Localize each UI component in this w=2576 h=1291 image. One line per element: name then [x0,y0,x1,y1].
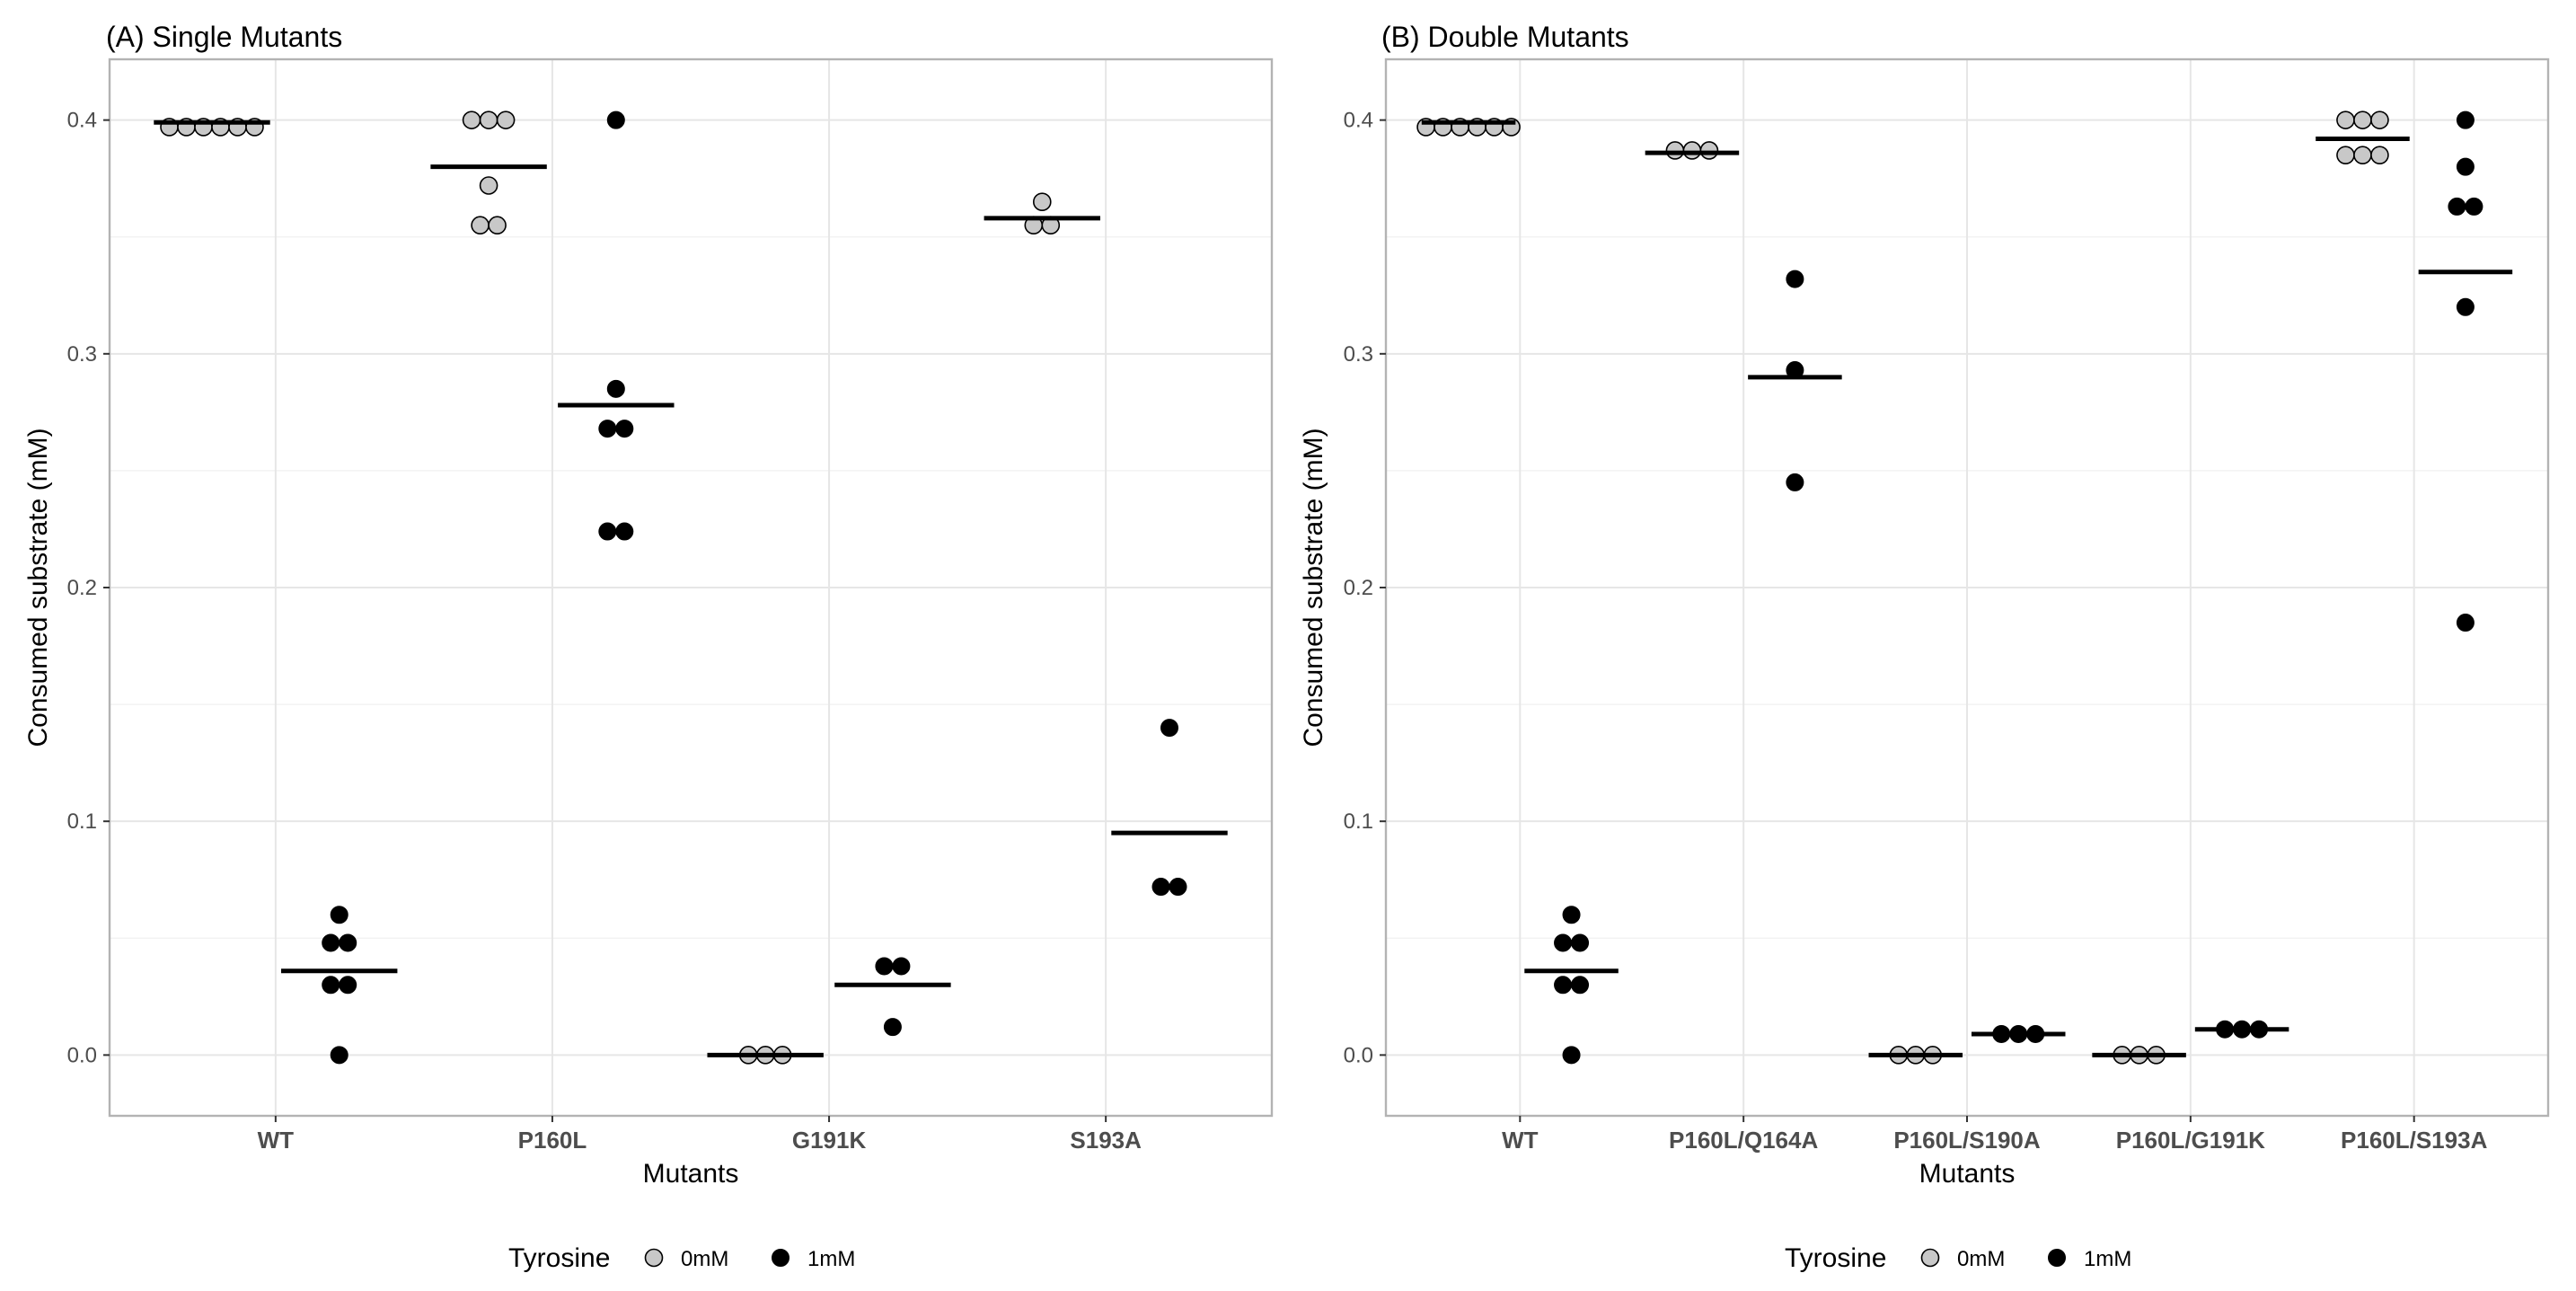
point-1mM-p160l-q164a [1786,270,1804,288]
y-tick-label: 0.0 [67,1043,97,1067]
point-1mM-wt [1562,906,1581,924]
legend-key-1mM [2048,1249,2066,1267]
point-1mM-p160l [598,522,617,541]
legend-title: Tyrosine [1785,1243,1886,1273]
point-0mM-p160l [488,216,507,235]
panel-title: (A) Single Mutants [106,21,342,53]
point-1mM-p160l-s193a [2456,111,2475,129]
x-tick-label: P160L/S193A [2341,1127,2488,1154]
point-1mM-p160l-s193a [2456,614,2475,632]
point-0mM-p160l [471,216,490,235]
y-tick-label: 0.4 [1344,109,1373,133]
point-1mM-wt [322,976,340,995]
point-1mM-wt [330,906,348,924]
point-1mM-wt [339,976,357,995]
point-0mM-p160l-s193a [2336,111,2355,129]
x-axis-label: Mutants [1919,1159,2016,1189]
point-0mM-p160l-s193a [2353,111,2372,129]
x-tick-label: P160L [518,1127,587,1154]
point-1mM-s193a [1160,719,1179,738]
point-1mM-p160l-q164a [1786,473,1804,491]
point-1mM-wt [1554,976,1573,995]
point-1mM-p160l-s193a [2456,157,2475,176]
point-1mM-wt [322,933,340,952]
legend-key-0mM [1920,1248,1940,1268]
x-tick-label: S193A [1070,1127,1142,1154]
x-tick-label: G191K [792,1127,867,1154]
point-0mM-p160l-s193a [2370,146,2389,164]
point-0mM-p160l [479,111,498,129]
x-axis-label: Mutants [643,1159,739,1189]
y-tick-label: 0.1 [1344,809,1373,834]
point-1mM-p160l [615,522,634,541]
point-0mM-p160l-q164a [1682,141,1702,160]
legend-label-0mM: 0mM [681,1247,728,1271]
point-1mM-p160l [606,379,625,398]
legend-title: Tyrosine [508,1243,610,1273]
y-axis-label: Consumed substrate (mM) [23,428,53,747]
y-axis-label: Consumed substrate (mM) [1299,428,1328,747]
legend-label-1mM: 1mM [807,1247,855,1271]
point-1mM-p160l [606,111,625,129]
point-1mM-wt [1571,976,1590,995]
x-tick-label: WT [1502,1127,1539,1154]
point-1mM-wt [339,933,357,952]
y-tick-label: 0.4 [67,109,97,133]
point-1mM-p160l [615,420,634,438]
x-tick-label: WT [258,1127,295,1154]
point-1mM-p160l [598,420,617,438]
point-1mM-p160l-s193a [2448,197,2466,216]
y-tick-label: 0.2 [67,576,97,600]
point-0mM-p160l [462,111,481,129]
panel-b: 0.0 0.1 0.2 0.3 0.4 WT P160L/Q164A P160L/S190A P… [1299,21,2550,1273]
point-1mM-wt [1571,933,1590,952]
point-1mM-g191k [875,957,894,976]
panel-a: 0.0 0.1 0.2 0.3 0.4 WT P160L G191K S193A (A) Sing… [23,21,1274,1273]
y-tick-label: 0.3 [67,342,97,367]
point-0mM-p160l-s193a [2353,146,2372,164]
point-0mM-p160l-q164a [1699,141,1719,160]
point-1mM-g191k [883,1018,902,1037]
point-1mM-p160l-s193a [2465,197,2483,216]
y-tick-label: 0.2 [1344,576,1373,600]
panel-title: (B) Double Mutants [1381,21,1629,53]
legend-key-1mM [772,1249,790,1267]
point-0mM-p160l [479,176,498,195]
point-0mM-p160l-s193a [2336,146,2355,164]
point-0mM-s193a [1032,192,1052,212]
point-0mM-p160l [496,111,516,129]
point-0mM-p160l-s193a [2370,111,2389,129]
point-1mM-s193a [1169,878,1187,897]
x-tick-label: P160L/S190A [1893,1127,2041,1154]
point-1mM-s193a [1151,878,1170,897]
legend-label-1mM: 1mM [2084,1247,2131,1271]
point-1mM-g191k [892,957,911,976]
x-tick-label: P160L/G191K [2116,1127,2265,1154]
point-1mM-wt [1562,1046,1581,1065]
legend-label-0mM: 0mM [1957,1247,2005,1271]
point-1mM-p160l-s193a [2456,297,2475,316]
point-1mM-wt [330,1046,348,1065]
legend: Tyrosine 0mM 1mM [508,1243,855,1273]
legend: Tyrosine 0mM 1mM [1785,1243,2131,1273]
y-tick-label: 0.1 [67,809,97,834]
point-1mM-wt [1554,933,1573,952]
y-tick-label: 0.0 [1344,1043,1373,1067]
legend-key-0mM [644,1248,664,1268]
point-0mM-p160l-q164a [1665,141,1685,160]
y-tick-label: 0.3 [1344,342,1373,367]
x-tick-label: P160L/Q164A [1669,1127,1818,1154]
